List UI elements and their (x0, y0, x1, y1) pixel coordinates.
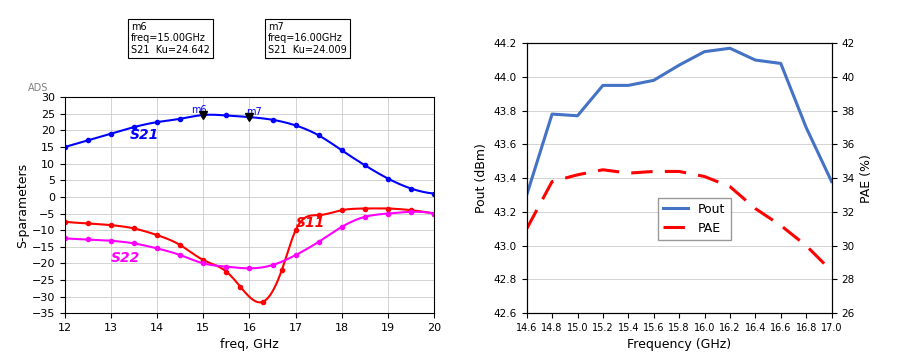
Text: m6
freq=15.00GHz
S21  Ku=24.642: m6 freq=15.00GHz S21 Ku=24.642 (131, 22, 210, 55)
Pout (597, 83, 608, 87)
Y-axis label: Pout (dBm): Pout (dBm) (475, 143, 488, 213)
Pout (572, 114, 583, 118)
Text: m7
freq=16.00GHz
S21  Ku=24.009: m7 freq=16.00GHz S21 Ku=24.009 (268, 22, 346, 55)
Text: m7: m7 (246, 107, 262, 117)
PAE (572, 173, 583, 177)
Text: ADS: ADS (28, 83, 48, 93)
Pout (674, 63, 685, 67)
PAE (547, 179, 558, 184)
Text: S11: S11 (296, 216, 325, 230)
Text: S22: S22 (111, 251, 140, 265)
Text: S21: S21 (129, 128, 159, 142)
Y-axis label: S-parameters: S-parameters (16, 163, 29, 248)
X-axis label: Frequency (GHz): Frequency (GHz) (627, 338, 731, 351)
PAE (724, 184, 736, 189)
Pout (749, 58, 760, 62)
Pout (826, 179, 837, 184)
PAE (597, 168, 608, 172)
PAE (749, 206, 760, 211)
PAE (826, 269, 837, 273)
Pout (521, 193, 532, 197)
Pout (699, 49, 710, 54)
Pout (800, 125, 812, 130)
Text: m6: m6 (191, 105, 206, 115)
Pout (649, 78, 660, 82)
Pout (623, 83, 634, 87)
X-axis label: freq, GHz: freq, GHz (220, 338, 279, 351)
PAE (674, 169, 685, 174)
Y-axis label: PAE (%): PAE (%) (860, 154, 873, 203)
PAE (623, 171, 634, 175)
PAE (800, 243, 812, 248)
Line: PAE: PAE (527, 170, 832, 271)
Pout (724, 46, 736, 50)
PAE (699, 174, 710, 179)
Line: Pout: Pout (527, 48, 832, 195)
PAE (521, 227, 532, 231)
PAE (775, 223, 786, 228)
Pout (547, 112, 558, 116)
Pout (775, 61, 786, 66)
PAE (649, 169, 660, 174)
Legend: Pout, PAE: Pout, PAE (658, 198, 731, 240)
